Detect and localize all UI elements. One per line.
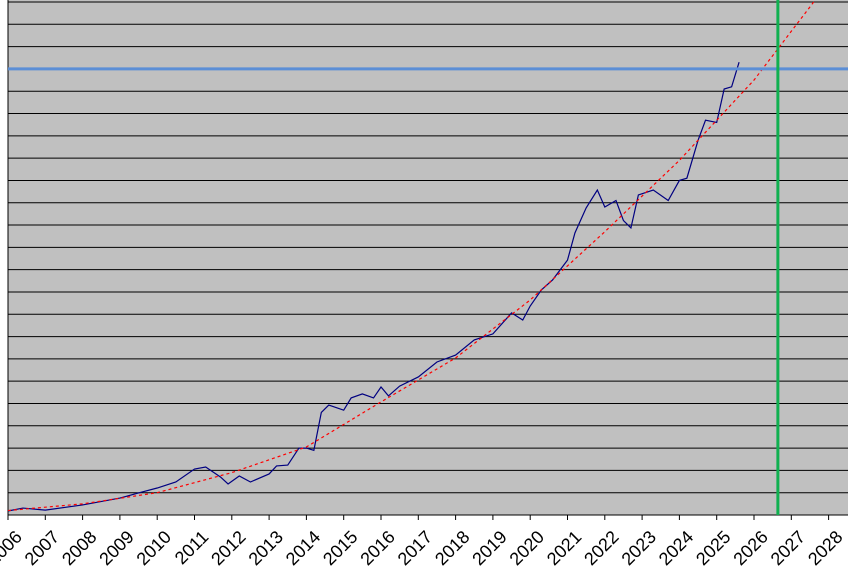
x-tick-label: 2013 (245, 527, 287, 569)
x-tick-label: 2025 (692, 527, 734, 569)
x-tick-label: 2014 (282, 527, 324, 569)
x-tick-label: 2027 (767, 527, 809, 569)
x-tick-label: 2017 (394, 527, 436, 569)
x-tick-label: 2010 (133, 527, 175, 569)
x-tick-label: 2022 (580, 527, 622, 569)
x-tick-label: 2009 (95, 527, 137, 569)
x-tick-label: 2012 (207, 527, 249, 569)
x-tick-label: 2028 (804, 527, 846, 569)
x-tick-label: 2011 (171, 527, 213, 569)
x-tick-label: 2007 (21, 527, 63, 569)
plot-area (8, 0, 848, 515)
x-tick-label: 2023 (618, 527, 660, 569)
x-tick-label: 2008 (58, 527, 100, 569)
x-tick-label: 2016 (356, 527, 398, 569)
x-tick-label: 2020 (506, 527, 548, 569)
x-tick-label: 2026 (729, 527, 771, 569)
x-tick-label: 2019 (468, 527, 510, 569)
x-tick-label: 2015 (319, 527, 361, 569)
x-tick-label: 2021 (543, 527, 585, 569)
x-tick-label: 2024 (655, 527, 697, 569)
x-tick-label: 2006 (0, 527, 26, 569)
x-tick-label: 2018 (431, 527, 473, 569)
